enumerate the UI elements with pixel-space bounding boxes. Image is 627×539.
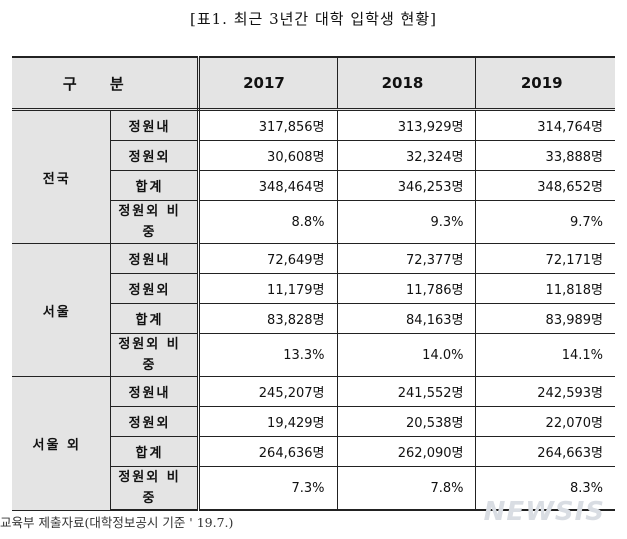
region-label: 서울 bbox=[12, 243, 111, 377]
value-cell: 348,652명 bbox=[475, 170, 615, 201]
value-cell: 245,207명 bbox=[197, 376, 338, 407]
value-cell: 19,429명 bbox=[197, 406, 338, 437]
table-row: 서울 정원내 72,649명 72,377명 72,171명 bbox=[12, 243, 615, 377]
row-label: 정원내 bbox=[109, 109, 200, 141]
value-cell: 14.1% bbox=[475, 333, 615, 377]
value-cell: 264,663명 bbox=[475, 436, 615, 467]
value-cell: 8.3% bbox=[475, 466, 615, 511]
value-cell: 30,608명 bbox=[197, 140, 338, 171]
row-label: 정원외 bbox=[109, 140, 200, 171]
value-cell: 11,179명 bbox=[197, 273, 338, 304]
value-cell: 11,818명 bbox=[475, 273, 615, 304]
value-cell: 313,929명 bbox=[336, 109, 477, 141]
table-row: 정원외 19,429명 20,538명 22,070명 bbox=[12, 406, 615, 437]
value-cell: 33,888명 bbox=[475, 140, 615, 171]
header-row: 구 분 2017 2018 2019 bbox=[12, 56, 615, 111]
value-cell: 72,649명 bbox=[197, 243, 338, 274]
row-label: 정원외 비중 bbox=[109, 200, 200, 244]
row-label: 정원외 bbox=[109, 406, 200, 437]
table-row: 정원외 11,179명 11,786명 11,818명 bbox=[12, 273, 615, 304]
row-label: 정원내 bbox=[109, 243, 200, 274]
row-label: 정원외 비중 bbox=[109, 333, 200, 377]
newsis-watermark: NEWSIS bbox=[483, 497, 605, 527]
value-cell: 9.7% bbox=[475, 200, 615, 244]
table-row: 정원외 비중 7.3% 7.8% 8.3% bbox=[12, 466, 615, 511]
table-row: 합계 264,636명 262,090명 264,663명 bbox=[12, 436, 615, 467]
row-label: 정원외 비중 bbox=[109, 466, 200, 511]
value-cell: 7.8% bbox=[336, 466, 477, 511]
value-cell: 262,090명 bbox=[336, 436, 477, 467]
header-year: 2019 bbox=[475, 56, 615, 111]
value-cell: 84,163명 bbox=[336, 303, 477, 334]
value-cell: 314,764명 bbox=[475, 109, 615, 141]
row-label: 합계 bbox=[109, 303, 200, 334]
table-row: 정원외 30,608명 32,324명 33,888명 bbox=[12, 140, 615, 171]
value-cell: 83,989명 bbox=[475, 303, 615, 334]
row-label: 정원내 bbox=[109, 376, 200, 407]
value-cell: 9.3% bbox=[336, 200, 477, 244]
header-year: 2017 bbox=[197, 56, 338, 111]
value-cell: 348,464명 bbox=[197, 170, 338, 201]
table-row: 정원외 비중 13.3% 14.0% 14.1% bbox=[12, 333, 615, 377]
table-row: 합계 348,464명 346,253명 348,652명 bbox=[12, 170, 615, 201]
value-cell: 7.3% bbox=[197, 466, 338, 511]
value-cell: 8.8% bbox=[197, 200, 338, 244]
region-label: 전국 bbox=[12, 109, 111, 244]
value-cell: 72,377명 bbox=[336, 243, 477, 274]
value-cell: 20,538명 bbox=[336, 406, 477, 437]
header-category: 구 분 bbox=[12, 56, 200, 111]
value-cell: 317,856명 bbox=[197, 109, 338, 141]
table-title: [표1. 최근 3년간 대학 입학생 현황] bbox=[189, 10, 437, 28]
value-cell: 22,070명 bbox=[475, 406, 615, 437]
value-cell: 242,593명 bbox=[475, 376, 615, 407]
value-cell: 11,786명 bbox=[336, 273, 477, 304]
table-row: 전국 정원내 317,856명 313,929명 314,764명 bbox=[12, 109, 615, 244]
row-label: 정원외 bbox=[109, 273, 200, 304]
source-note: 교육부 제출자료(대학정보공시 기준 ' 19.7.) bbox=[0, 515, 234, 530]
value-cell: 72,171명 bbox=[475, 243, 615, 274]
value-cell: 83,828명 bbox=[197, 303, 338, 334]
table-row: 정원외 비중 8.8% 9.3% 9.7% bbox=[12, 200, 615, 244]
value-cell: 264,636명 bbox=[197, 436, 338, 467]
admissions-table: 구 분 2017 2018 2019 전국 정원내 317,856명 313,929명… bbox=[12, 56, 615, 511]
value-cell: 346,253명 bbox=[336, 170, 477, 201]
value-cell: 13.3% bbox=[197, 333, 338, 377]
row-label: 합계 bbox=[109, 436, 200, 467]
value-cell: 14.0% bbox=[336, 333, 477, 377]
region-label: 서울 외 bbox=[12, 376, 111, 511]
value-cell: 241,552명 bbox=[336, 376, 477, 407]
table-row: 합계 83,828명 84,163명 83,989명 bbox=[12, 303, 615, 334]
table-row: 서울 외 정원내 245,207명 241,552명 242,593명 bbox=[12, 376, 615, 511]
header-year: 2018 bbox=[336, 56, 477, 111]
row-label: 합계 bbox=[109, 170, 200, 201]
value-cell: 32,324명 bbox=[336, 140, 477, 171]
